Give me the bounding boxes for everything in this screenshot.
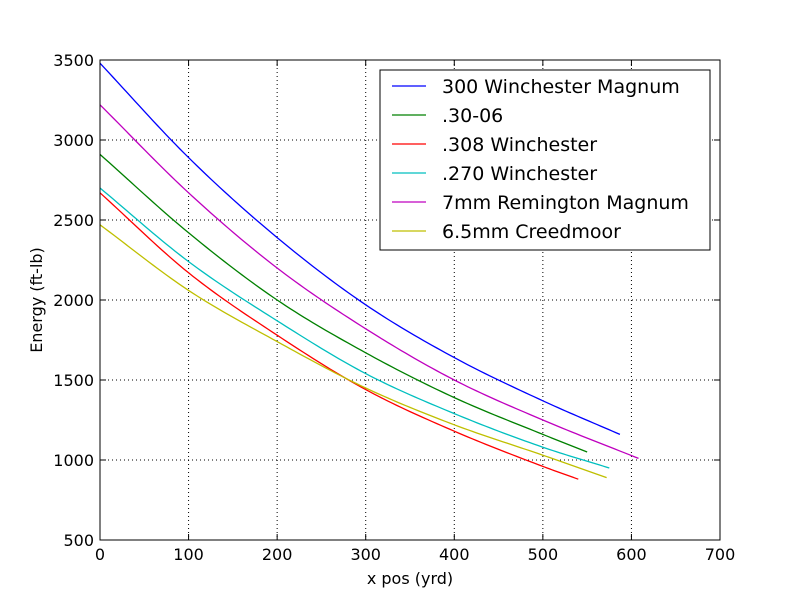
y-tick-label: 1500 <box>53 371 94 390</box>
y-tick-label: 500 <box>63 531 94 550</box>
x-tick-label: 100 <box>173 545 204 564</box>
x-tick-label: 0 <box>95 545 105 564</box>
x-tick-label: 600 <box>616 545 647 564</box>
legend-entry-label: .308 Winchester <box>442 134 597 156</box>
y-tick-label: 2500 <box>53 211 94 230</box>
legend-entry-label: .270 Winchester <box>442 163 597 185</box>
legend-entry-label: 7mm Remington Magnum <box>442 192 689 214</box>
y-axis-label: Energy (ft-lb) <box>27 247 46 353</box>
x-tick-label: 400 <box>439 545 470 564</box>
series-line-2 <box>99 192 579 480</box>
x-tick-label: 300 <box>350 545 381 564</box>
x-tick-label: 700 <box>705 545 736 564</box>
x-tick-label: 200 <box>262 545 293 564</box>
y-tick-label: 2000 <box>53 291 94 310</box>
y-tick-label: 1000 <box>53 451 94 470</box>
series-line-0 <box>99 62 621 435</box>
series-line-5 <box>99 224 607 479</box>
y-tick-label: 3500 <box>53 51 94 70</box>
series-line-4 <box>99 104 639 460</box>
legend-box <box>379 69 711 251</box>
series-line-3 <box>99 187 610 469</box>
axis-ticks: 0 100 200 300 400 500 600 700 500 1000 1500 2000 250… <box>53 51 735 564</box>
legend: 300 Winchester Magnum .30-06 .308 Winchest… <box>379 69 711 251</box>
y-tick-label: 3000 <box>53 131 94 150</box>
series-line-1 <box>99 153 588 453</box>
plot-lines <box>99 62 639 480</box>
legend-entry-label: 300 Winchester Magnum <box>442 76 680 98</box>
legend-entry-label: 6.5mm Creedmoor <box>442 221 621 243</box>
x-tick-label: 500 <box>528 545 559 564</box>
x-axis-label: x pos (yrd) <box>367 569 453 588</box>
legend-entry-label: .30-06 <box>442 105 503 127</box>
